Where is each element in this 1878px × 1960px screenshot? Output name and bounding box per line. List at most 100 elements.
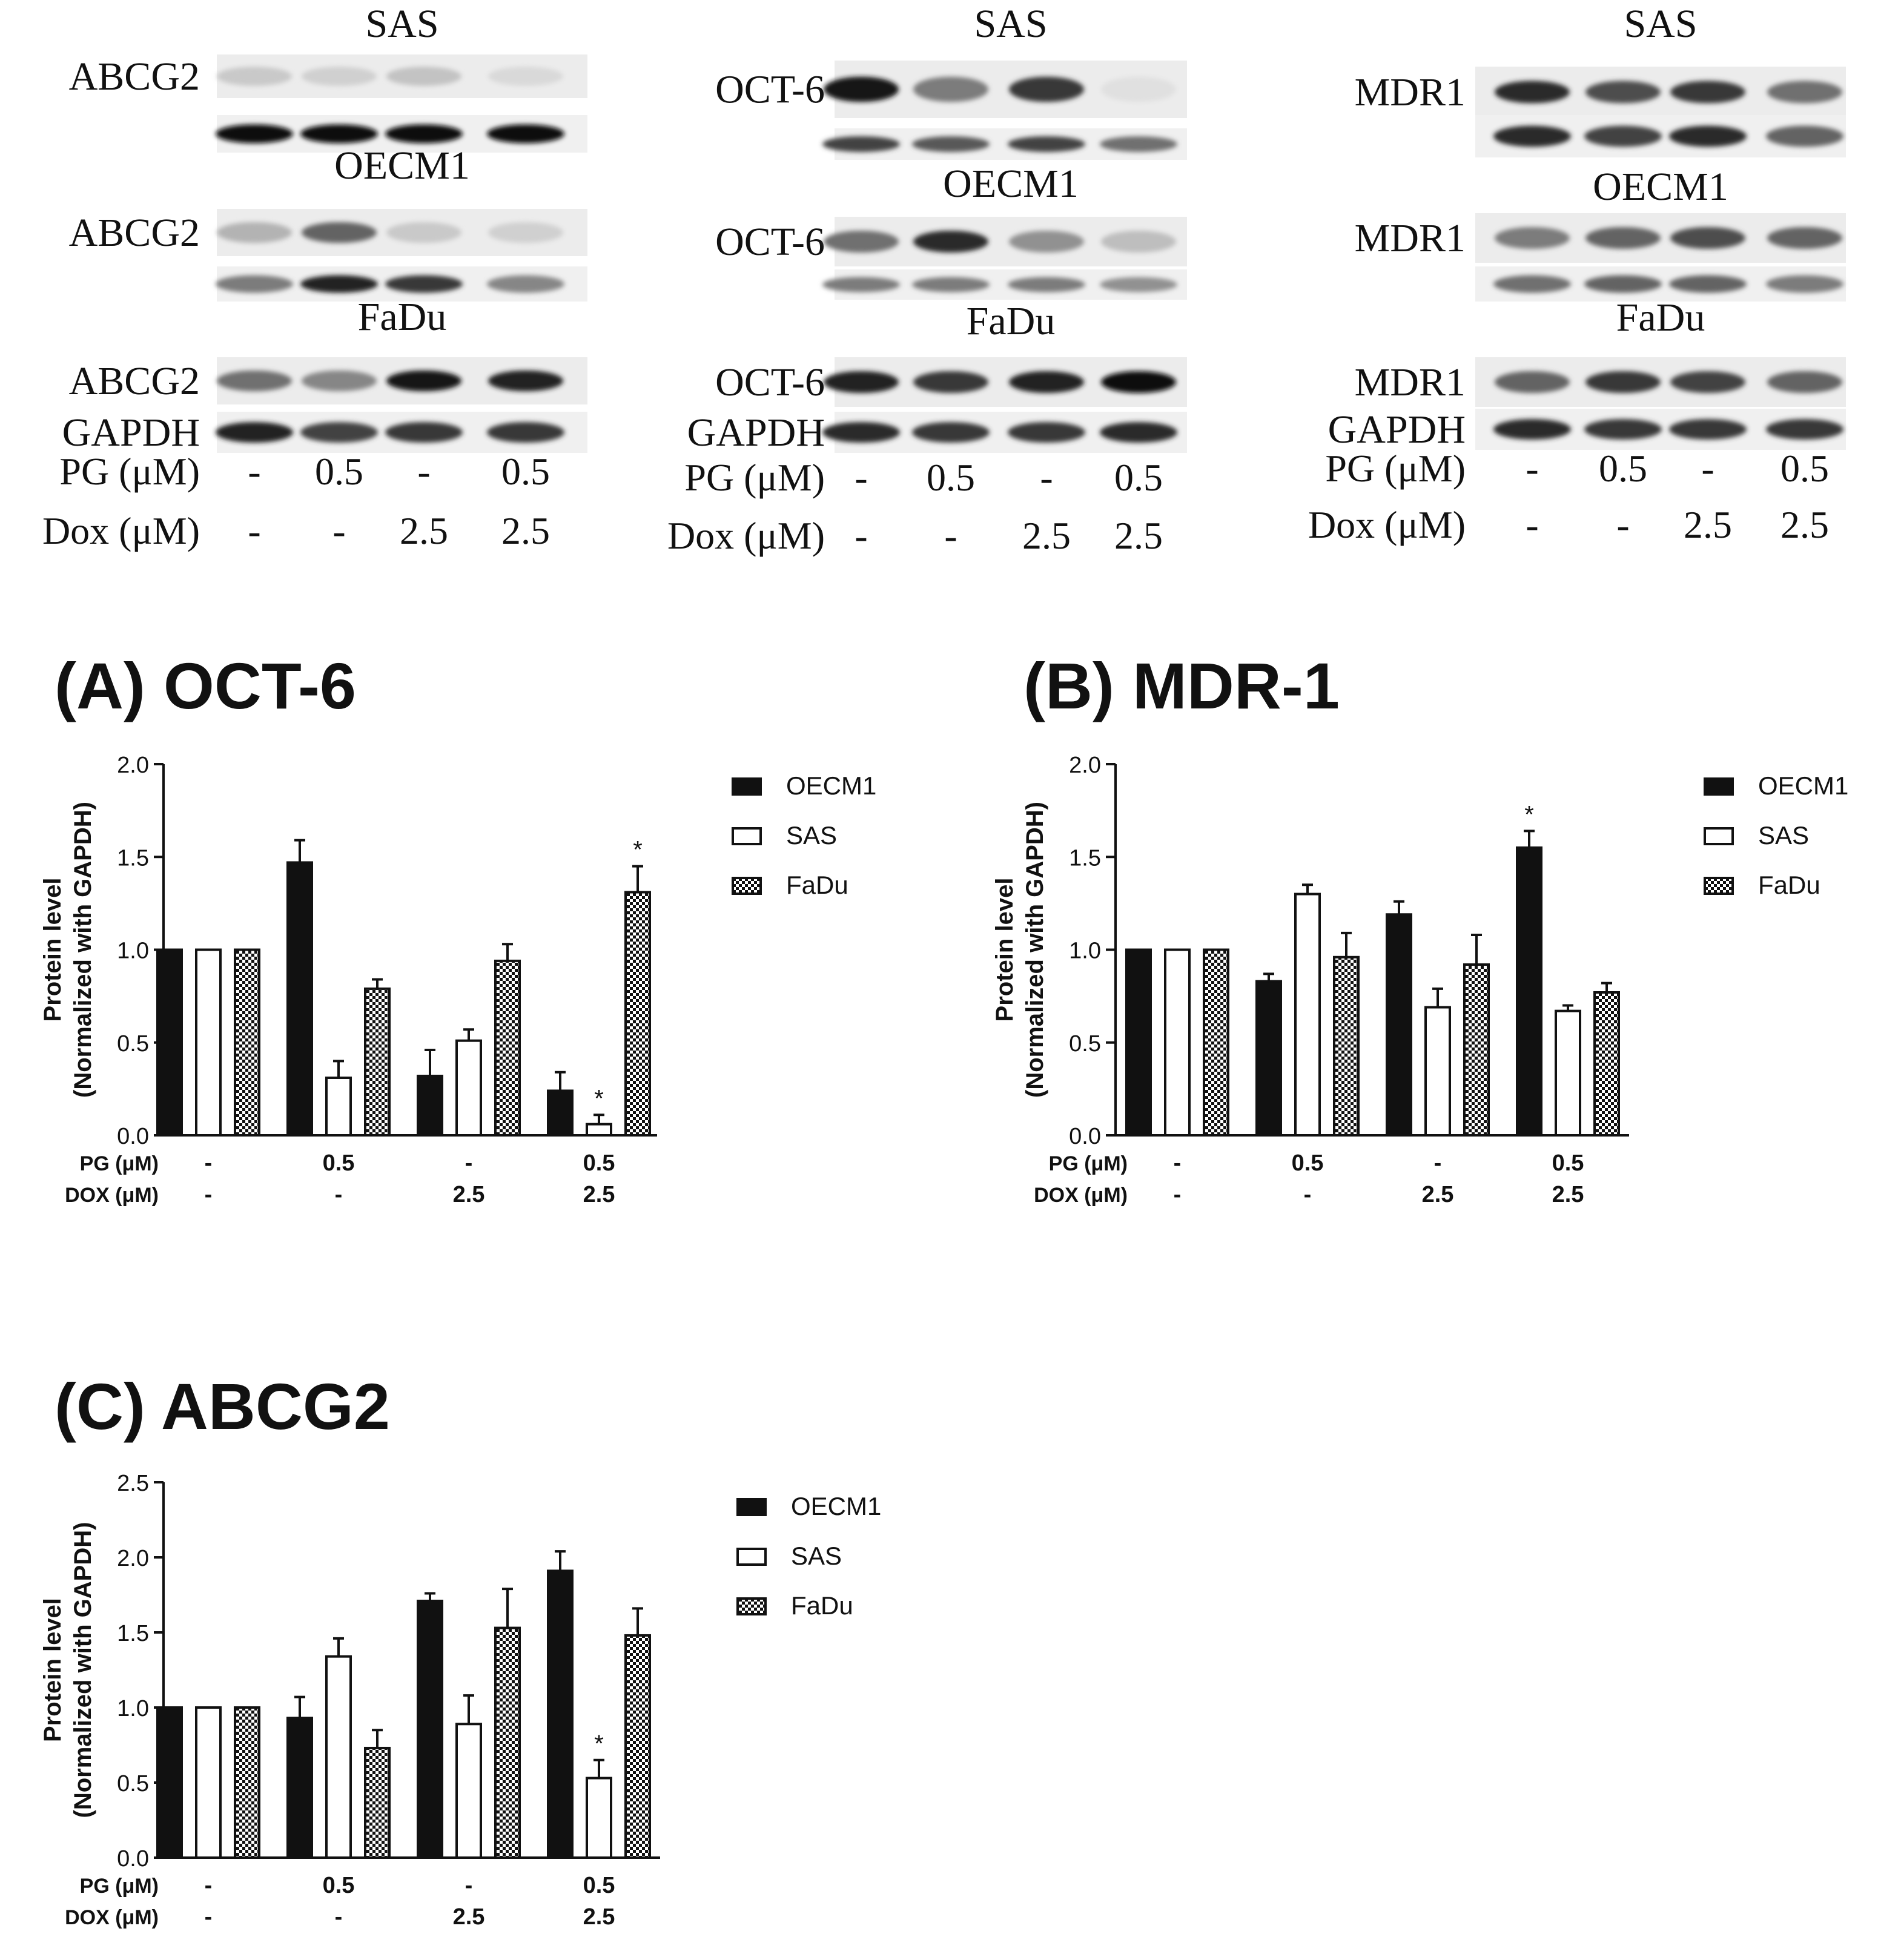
blot-band-pg-dox bbox=[488, 370, 563, 392]
bar-sas bbox=[325, 1655, 352, 1859]
y-tick-label: 2.5 bbox=[117, 1471, 149, 1496]
blot-loading-band-pg-dox bbox=[1766, 125, 1843, 147]
legend-label-fadu: FaDu bbox=[791, 1591, 853, 1620]
bar-sas bbox=[1424, 1006, 1451, 1137]
blot-band-control bbox=[217, 67, 292, 86]
blot-loading-label: GAPDH bbox=[1328, 408, 1466, 452]
blot-band-pg-dox bbox=[1767, 81, 1842, 104]
bar-fadu bbox=[1463, 963, 1490, 1137]
x-dox-value: 2.5 bbox=[583, 1182, 615, 1207]
bar-oecm1 bbox=[286, 1717, 313, 1859]
blot-loading-label: GAPDH bbox=[687, 411, 825, 455]
blot-loading-band-control bbox=[822, 277, 900, 292]
blot-loading-band-dox bbox=[1008, 277, 1085, 292]
blot-band-pg-dox bbox=[488, 222, 563, 243]
blot-band-pg bbox=[302, 370, 377, 392]
blot-loading-band-control bbox=[1493, 275, 1571, 293]
blot-pg-value: 0.5 bbox=[315, 450, 363, 493]
blot-band-dox bbox=[1009, 230, 1084, 253]
blot-band-control bbox=[217, 370, 292, 392]
x-row-label-pg: PG (μM) bbox=[1049, 1152, 1128, 1175]
blot-target-label: OCT-6 bbox=[715, 360, 825, 404]
x-dox-value: - bbox=[205, 1182, 213, 1207]
x-pg-value: - bbox=[205, 1150, 213, 1176]
blot-loading-band-control bbox=[216, 422, 293, 443]
x-pg-value: 0.5 bbox=[323, 1873, 355, 1898]
blot-loading-band-pg-dox bbox=[487, 275, 564, 293]
blot-loading-band-dox bbox=[1669, 275, 1747, 293]
blot-target-label: MDR1 bbox=[1355, 360, 1466, 404]
blot-cell-line-label: FaDu bbox=[1616, 295, 1705, 340]
blot-dox-value: - bbox=[248, 509, 260, 552]
blot-loading-band-pg bbox=[1584, 419, 1662, 440]
blot-band-dox bbox=[386, 222, 461, 243]
blot-target-label: OCT-6 bbox=[715, 68, 825, 112]
blot-band-pg-dox bbox=[488, 67, 563, 86]
blot-dox-value: - bbox=[1616, 503, 1629, 546]
blot-cell-line-label: OECM1 bbox=[1593, 165, 1728, 209]
chart-title: (C) ABCG2 bbox=[55, 1370, 390, 1443]
blot-dox-value: 2.5 bbox=[1684, 503, 1732, 546]
blot-band-dox bbox=[1670, 81, 1745, 104]
blot-dox-value: 2.5 bbox=[1022, 514, 1071, 557]
blot-pg-value: - bbox=[855, 456, 867, 499]
bar-oecm1 bbox=[156, 1706, 183, 1859]
blot-band-control bbox=[824, 76, 899, 102]
legend-label-oecm1: OECM1 bbox=[791, 1492, 881, 1520]
blot-loading-band-pg bbox=[912, 277, 990, 292]
x-dox-value: - bbox=[1304, 1182, 1312, 1207]
legend-label-fadu: FaDu bbox=[1758, 871, 1820, 899]
x-pg-value: - bbox=[1434, 1150, 1442, 1176]
legend-swatch-fadu bbox=[1704, 877, 1734, 895]
blot-target-label: ABCG2 bbox=[69, 211, 200, 255]
blot-loading-band-pg-dox bbox=[1766, 419, 1843, 440]
chart-title: (A) OCT-6 bbox=[55, 649, 356, 722]
bar-fadu bbox=[624, 1634, 651, 1859]
bar-oecm1 bbox=[417, 1599, 443, 1859]
blot-cell-line-label: FaDu bbox=[358, 295, 447, 339]
legend-swatch-fadu bbox=[736, 1597, 767, 1615]
y-axis-label-line2: (Normalized with GAPDH) bbox=[70, 802, 96, 1098]
blot-pg-row-label: PG (μM) bbox=[684, 456, 825, 499]
significance-star: * bbox=[1524, 801, 1534, 828]
bar-oecm1 bbox=[1516, 846, 1542, 1137]
bar-sas bbox=[586, 1123, 612, 1137]
blot-loading-band-pg bbox=[300, 124, 378, 144]
bar-sas bbox=[195, 948, 222, 1137]
significance-star: * bbox=[633, 837, 643, 863]
blot-band-control bbox=[824, 371, 899, 394]
x-row-label-dox: DOX (μM) bbox=[1034, 1184, 1128, 1207]
legend-swatch-oecm1 bbox=[736, 1498, 767, 1516]
x-pg-value: 0.5 bbox=[583, 1150, 615, 1176]
bar-fadu bbox=[494, 959, 521, 1137]
bar-sas bbox=[195, 1706, 222, 1859]
bar-oecm1 bbox=[1255, 980, 1282, 1137]
blot-loading-band-dox bbox=[1669, 419, 1747, 440]
blot-band-pg bbox=[302, 67, 377, 86]
blot-loading-band-pg bbox=[912, 136, 990, 152]
y-tick-label: 0.0 bbox=[117, 1846, 149, 1872]
blot-loading-band-dox bbox=[385, 422, 463, 443]
blot-dox-row-label: Dox (μM) bbox=[667, 514, 825, 557]
blot-target-label: OCT-6 bbox=[715, 220, 825, 264]
legend-swatch-oecm1 bbox=[1704, 777, 1734, 796]
x-pg-value: 0.5 bbox=[323, 1150, 355, 1176]
bar-fadu bbox=[624, 891, 651, 1137]
blot-loading-band-control bbox=[216, 275, 293, 293]
y-tick-label: 0.5 bbox=[1069, 1031, 1101, 1057]
x-row-label-pg: PG (μM) bbox=[80, 1152, 159, 1175]
blot-pg-row-label: PG (μM) bbox=[1325, 447, 1466, 490]
blot-pg-row-label: PG (μM) bbox=[59, 450, 200, 493]
legend-swatch-sas bbox=[736, 1548, 767, 1566]
blot-pg-value: - bbox=[1701, 447, 1714, 490]
legend-swatch-sas bbox=[732, 827, 762, 845]
y-tick-label: 1.0 bbox=[1069, 939, 1101, 964]
blot-band-dox bbox=[1009, 76, 1084, 102]
y-axis-label-line2: (Normalized with GAPDH) bbox=[70, 1522, 96, 1818]
y-tick-label: 0.5 bbox=[117, 1771, 149, 1797]
y-tick-label: 1.5 bbox=[117, 1621, 149, 1646]
x-row-label-pg: PG (μM) bbox=[80, 1875, 159, 1898]
x-pg-value: 0.5 bbox=[583, 1873, 615, 1898]
x-pg-value: - bbox=[465, 1873, 473, 1898]
